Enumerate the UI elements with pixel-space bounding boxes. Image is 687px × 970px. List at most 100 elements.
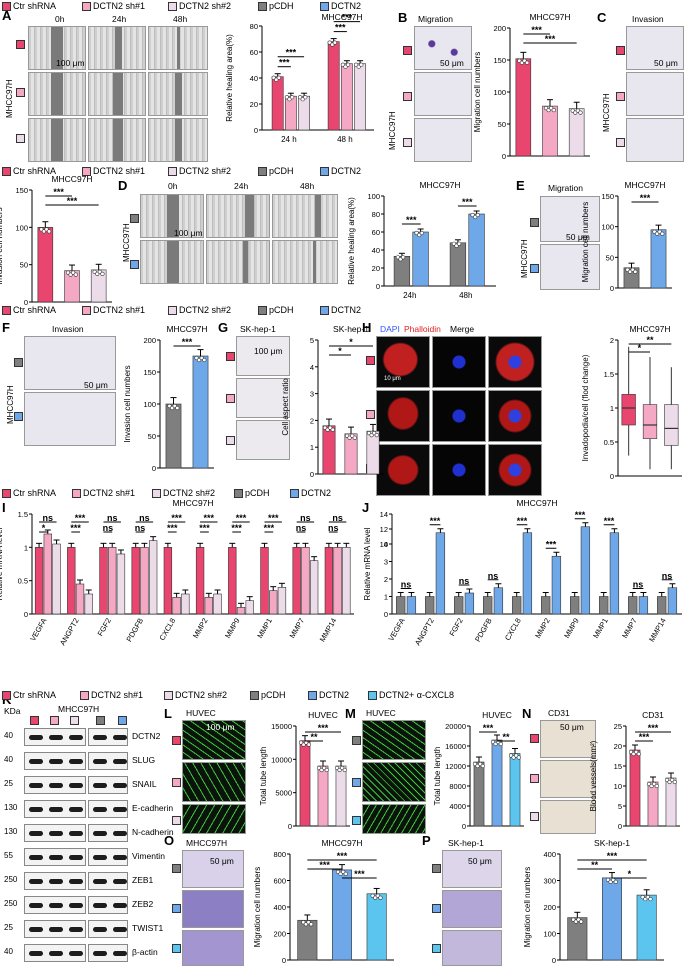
chart-c-ylabel: Invasion cell numbers [0,207,4,284]
a-img-3-3 [148,118,208,162]
chart-m-ytick-label: 8000 [449,782,466,791]
chart-j-xtick-label: VEGFA [386,617,406,643]
g-img-2 [236,378,290,418]
d-img-1-3 [272,194,338,238]
blot-band-left [24,824,86,842]
o-cell-title: MHCC97H [186,838,228,848]
n-img-1 [540,720,596,758]
m-swatch-3 [352,816,361,825]
a-group-swatch-2 [16,88,25,97]
chart-a-ytick-label: 80 [250,22,258,31]
o-swatch-1 [172,864,181,873]
chart-m-title: HUVEC [482,710,512,720]
k-lane-swatch-1 [30,716,39,725]
chart-e-ytick-label: 50 [606,253,614,262]
chart-j-xtick-label: MMP7 [620,617,639,640]
legend-dctn2-label-3: DCTN2 [331,305,362,315]
blot-band [49,807,63,812]
h-scale: 10 μm [384,376,401,382]
chart-j-bar [628,596,638,615]
legend-dctn2-4: DCTN2 [290,488,331,498]
chart-c-ytick-label: 0 [24,298,28,307]
blot-row: 130 E-cadherin [0,798,173,820]
chart-e-title: MHCC97H [624,180,665,190]
chart-i-sig-label: * [42,523,46,533]
chart-b-point [525,60,530,65]
chart-b-bar [515,58,532,157]
chart-n-ytick-label: 25 [614,722,622,731]
chart-g-point [352,435,357,440]
b-swatch-3 [403,138,412,147]
b-swatch-1 [403,46,412,55]
c-scale: 50 μm [654,58,678,68]
p-swatch-2 [432,904,441,913]
chart-j-ytick-label: 1 [384,593,388,602]
blot-row: 40 SLUG [0,750,170,772]
chart-b-ylabel: Migration cell numbers [473,52,482,132]
chart-f-sig-label: *** [182,337,193,347]
panel-label-e: E [516,178,525,193]
swatch-pcdh-3 [258,305,267,315]
c-img-1 [626,26,684,70]
chart-n-ytick-label: 10 [614,782,622,791]
blot-band [93,783,107,788]
legend-sh1: DCTN2 sh#1 [82,1,145,11]
h-merge-label: Merge [450,324,475,334]
blot-band [49,855,63,860]
chart-m-bar [473,761,485,827]
chart-j-bar [570,596,580,615]
blot-band [29,879,43,884]
blot-band-left [24,920,86,938]
blot-protein-label: ZEB1 [132,875,154,885]
d-swatch-1 [130,214,139,223]
f-swatch-1 [14,358,23,367]
chart-j-ytick-label: 10 [380,540,388,549]
d-img-1-1 [140,194,204,238]
chart-h-ytick-label: 2 [610,336,614,345]
o-img-2 [182,890,244,928]
blot-band [29,951,43,956]
chart-n-ytick-label: 20 [614,742,622,751]
h-img-1-2 [432,336,486,388]
chart-d-title: MHCC97H [419,180,460,190]
chart-l-point [342,767,347,773]
chart-f-ytick-label: 150 [143,368,156,377]
c-img-3 [626,118,684,162]
h-img-2-3 [488,390,542,442]
chart-o-ytick-label: 800 [273,850,286,859]
blot-band [113,927,127,932]
chart-g-ytick-label: 4 [310,363,314,372]
l-img-1 [182,720,246,760]
blot-band-left [24,872,86,890]
panel-label-k: K [2,692,12,707]
chart-l-bar [299,740,311,827]
c-invasion-title: Invasion [632,14,664,24]
chart-c-ytick-label: 150 [15,186,28,195]
swatch-sh2-5 [164,690,173,700]
legend-dctn2-label-2: DCTN2 [331,166,362,176]
chart-b-ytick-label: 100 [493,88,506,97]
chart-m-ytick-label: 0 [462,822,466,831]
l-cell-title: HUVEC [186,708,216,718]
blot-band-left [24,944,86,962]
chart-g-sig-label: * [349,337,353,347]
g-cell-title: SK-hep-1 [240,324,276,334]
chart-o-point [378,895,383,900]
p-cell-title: SK-hep-1 [448,838,484,848]
blot-kda: 25 [4,779,13,788]
chart-d-ytick-label: 60 [372,228,380,237]
blot-band [69,783,83,788]
chart-i-sig-label: ns [43,513,54,523]
swatch-ctr-2 [2,166,11,176]
legend-ctr-5: Ctr shRNA [2,690,56,700]
legend-pcdh-4: pCDH [234,488,270,498]
legend-pcdh-label-2: pCDH [269,166,294,176]
m-img-2 [362,762,426,802]
a-img-1-2 [88,26,146,70]
chart-i-xtick-label: MMP7 [288,617,307,640]
chart-g-ytick-label: 1 [310,443,314,452]
chart-j-xtick-label: PDGFB [473,617,494,644]
l-img-3 [182,804,246,834]
chart-i-bar [324,547,334,615]
panel-label-f: F [2,320,10,335]
